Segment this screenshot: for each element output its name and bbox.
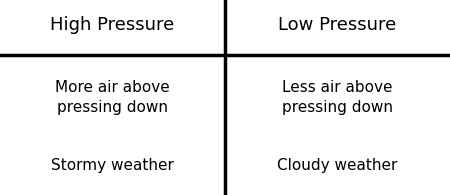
Text: More air above
pressing down: More air above pressing down [55,80,170,115]
Text: Cloudy weather: Cloudy weather [277,158,398,173]
Text: Stormy weather: Stormy weather [51,158,174,173]
Text: Less air above
pressing down: Less air above pressing down [282,80,393,115]
Text: Low Pressure: Low Pressure [279,16,396,34]
Text: High Pressure: High Pressure [50,16,175,34]
